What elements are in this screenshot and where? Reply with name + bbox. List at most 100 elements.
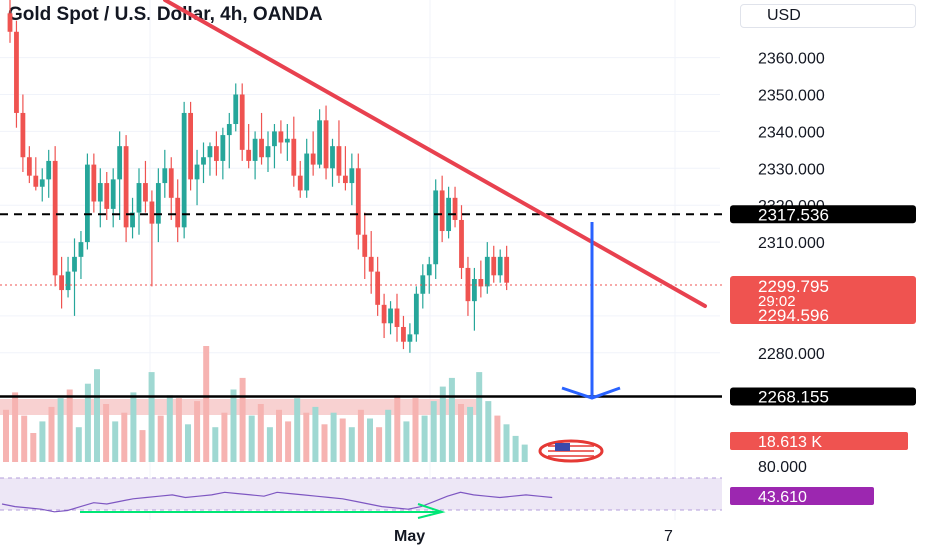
volume-bar xyxy=(57,398,64,462)
price-axis-tick: 2280.000 xyxy=(758,346,825,363)
volume-bar xyxy=(357,409,364,462)
volume-bar xyxy=(30,433,37,462)
volume-bar xyxy=(285,421,292,462)
volume-bar xyxy=(103,404,110,462)
candle-body xyxy=(472,279,477,302)
candle-body xyxy=(433,190,439,265)
volume-bar xyxy=(48,406,55,462)
volume-bar xyxy=(448,377,455,462)
candle-body xyxy=(310,153,316,165)
volume-bar xyxy=(12,392,19,462)
candle-countdown-label: 29:02 xyxy=(758,293,796,310)
candle-body xyxy=(85,164,90,243)
candle-body xyxy=(304,153,310,191)
volume-value-label: 18.613 K xyxy=(758,434,822,451)
last-price-label: 2299.795 xyxy=(758,277,829,296)
candle-body xyxy=(72,256,77,272)
candle-body xyxy=(168,168,174,198)
candle-body xyxy=(39,179,45,187)
candle-body xyxy=(388,308,393,324)
volume-bar xyxy=(21,415,28,462)
volume-bar xyxy=(121,412,128,462)
resistance-price-label: 2317.536 xyxy=(758,205,829,224)
volume-bar xyxy=(185,424,191,462)
volume-bar xyxy=(503,424,510,462)
candle-body xyxy=(394,308,400,327)
candle-body xyxy=(278,131,284,143)
volume-bar xyxy=(494,415,501,462)
volume-bar xyxy=(348,427,355,462)
candle-body xyxy=(413,293,419,335)
volume-bar xyxy=(512,435,519,462)
volume-bar xyxy=(84,383,91,462)
candle-body xyxy=(420,275,426,294)
candle-body xyxy=(26,157,32,176)
rsi-axis-tick: 80.000 xyxy=(758,459,807,476)
candle-body xyxy=(33,175,39,187)
volume-bar xyxy=(312,406,319,462)
candle-body xyxy=(104,183,110,209)
secondary-price-label: 2294.596 xyxy=(758,306,829,325)
candle-body xyxy=(214,146,219,161)
volume-bar xyxy=(394,395,401,462)
volume-bar xyxy=(39,421,46,462)
volume-bar xyxy=(139,430,146,462)
rsi-value-bg xyxy=(730,487,874,505)
volume-bar xyxy=(248,415,255,462)
x-axis-tick: May xyxy=(394,528,425,545)
volume-bar xyxy=(458,404,464,462)
candle-body xyxy=(123,146,129,228)
volume-bar xyxy=(257,404,264,462)
volume-label-bg xyxy=(730,432,908,450)
candle-body xyxy=(181,112,187,228)
candle-body xyxy=(323,120,329,169)
volume-bar xyxy=(467,406,474,462)
volume-bar xyxy=(485,401,492,462)
volume-bar xyxy=(266,427,273,462)
candle-body xyxy=(155,183,161,224)
candle-body xyxy=(297,175,303,191)
candle-body xyxy=(46,160,52,180)
volume-bar xyxy=(339,418,346,462)
chart-title: Gold Spot / U.S. Dollar, 4h, OANDA xyxy=(8,4,323,25)
candle-body xyxy=(78,242,84,257)
candle-body xyxy=(207,146,213,158)
candle-body xyxy=(130,212,135,228)
volume-bar xyxy=(303,412,310,462)
candle-body xyxy=(407,334,413,342)
candle-body xyxy=(452,197,458,220)
candle-body xyxy=(362,234,368,257)
candle-body xyxy=(336,146,342,176)
candle-body xyxy=(491,256,497,276)
price-axis-tick: 2330.000 xyxy=(758,161,825,178)
candle-body xyxy=(201,157,206,165)
volume-bar xyxy=(476,372,483,462)
volume-bar xyxy=(376,427,383,462)
candle-body xyxy=(478,279,484,287)
candle-body xyxy=(162,168,168,184)
candle-body xyxy=(317,120,322,165)
volume-bar xyxy=(439,386,446,462)
candle-body xyxy=(14,31,19,113)
candle-body xyxy=(97,183,103,202)
volume-bar xyxy=(521,444,528,462)
volume-bar xyxy=(367,418,373,462)
candle-body xyxy=(484,256,490,287)
candle-body xyxy=(91,164,97,202)
projection-arrowhead xyxy=(561,386,621,400)
candle-body xyxy=(284,138,290,143)
candle-body xyxy=(52,160,58,276)
divergence-arrowhead xyxy=(417,503,446,519)
candle-body xyxy=(175,197,181,228)
candle-body xyxy=(110,179,116,209)
currency-selector[interactable]: USD xyxy=(740,4,916,28)
rsi-value-label: 43.610 xyxy=(758,489,807,506)
volume-bar xyxy=(194,401,201,462)
volume-bar xyxy=(221,412,228,462)
descending-trendline[interactable] xyxy=(163,0,707,308)
volume-bar xyxy=(421,415,428,462)
volume-bar xyxy=(212,427,219,462)
price-axis-tick: 2350.000 xyxy=(758,88,825,105)
candle-body xyxy=(426,264,432,276)
